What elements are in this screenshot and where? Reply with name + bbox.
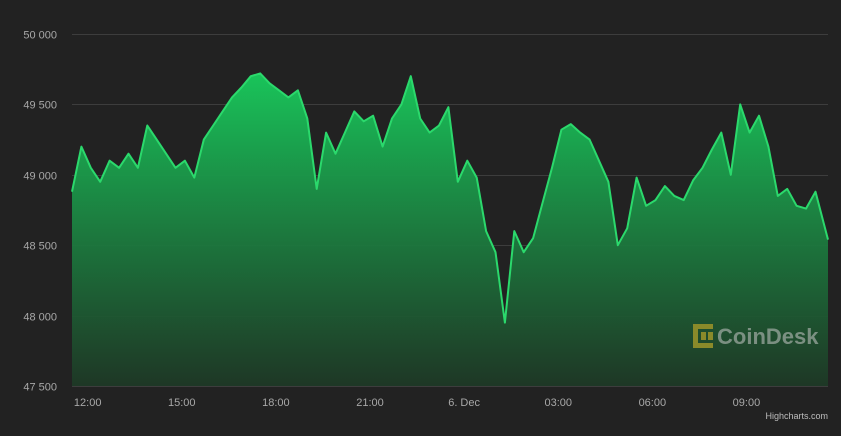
y-tick-label: 50 000 — [23, 30, 57, 42]
coindesk-logo-icon — [693, 324, 713, 348]
x-axis-labels: 12:00 15:00 18:00 21:00 6. Dec 03:00 06:00 09:0… — [74, 397, 760, 409]
y-axis-labels: 50 000 49 500 49 000 48 500 48 000 47 500 — [23, 30, 57, 394]
x-tick-label: 12:00 — [74, 397, 102, 409]
y-tick-label: 49 000 — [23, 171, 57, 183]
x-tick-label: 21:00 — [356, 397, 384, 409]
price-area-fill — [72, 73, 828, 387]
price-series-line[interactable] — [71, 72, 829, 324]
area-layer — [71, 72, 829, 387]
y-tick-label: 49 500 — [23, 100, 57, 112]
coindesk-watermark: CoinDesk — [693, 324, 819, 349]
y-tick-label: 48 000 — [23, 312, 57, 324]
x-tick-label: 09:00 — [733, 397, 761, 409]
watermark-brand: CoinDesk — [717, 324, 819, 349]
x-tick-label: 15:00 — [168, 397, 196, 409]
y-tick-label: 48 500 — [23, 241, 57, 253]
y-tick-label: 47 500 — [23, 382, 57, 394]
x-tick-label: 03:00 — [544, 397, 572, 409]
x-tick-label: 18:00 — [262, 397, 290, 409]
x-tick-label: 6. Dec — [448, 397, 480, 409]
highcharts-credit[interactable]: Highcharts.com — [765, 411, 828, 421]
x-tick-label: 06:00 — [639, 397, 667, 409]
